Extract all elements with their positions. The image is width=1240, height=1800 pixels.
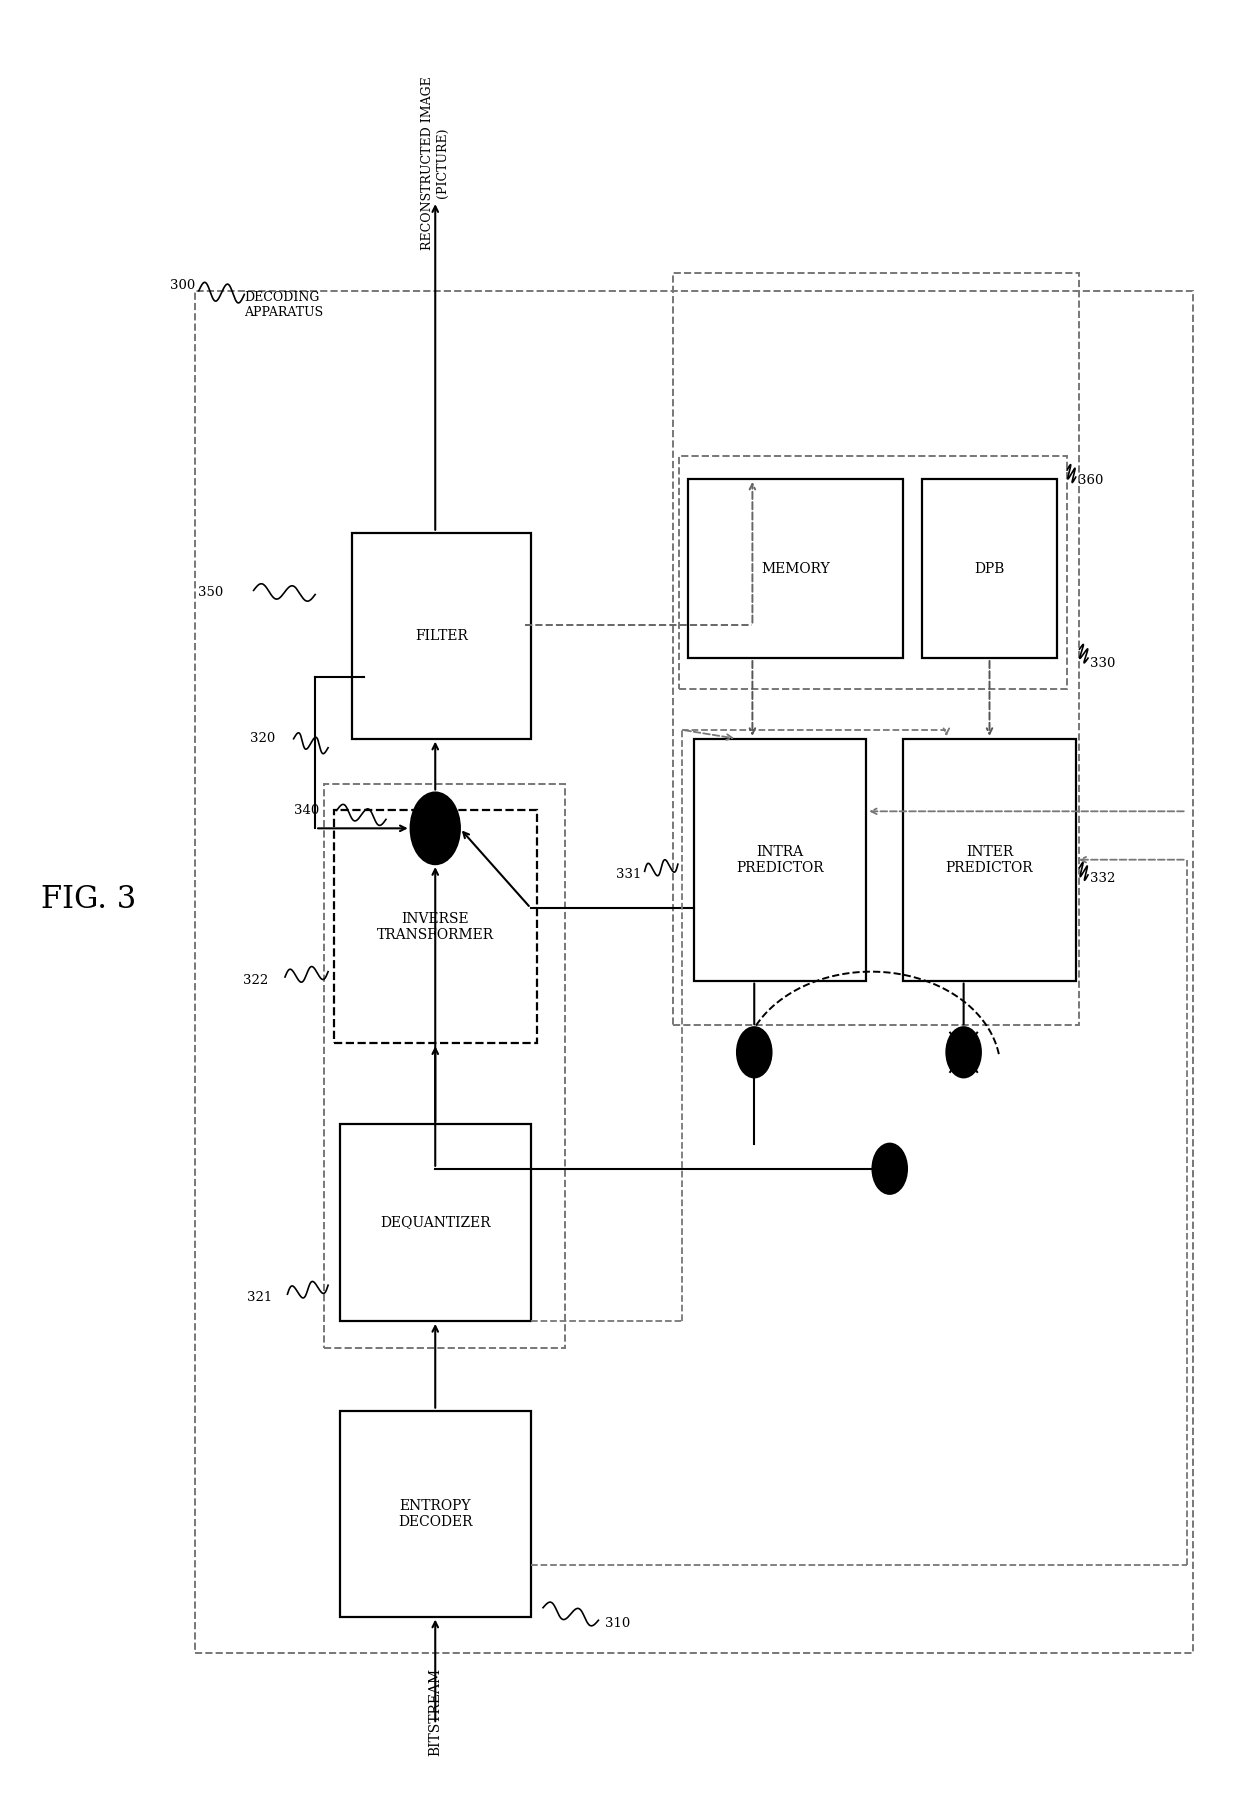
Circle shape <box>946 1028 981 1078</box>
Bar <box>921 479 1058 659</box>
Bar <box>673 274 1079 1026</box>
Text: DEQUANTIZER: DEQUANTIZER <box>379 1215 491 1229</box>
Bar <box>694 738 867 981</box>
Text: 340: 340 <box>294 805 319 817</box>
Text: MEMORY: MEMORY <box>761 562 830 576</box>
Bar <box>688 479 903 659</box>
Text: ENTROPY
DECODER: ENTROPY DECODER <box>398 1499 472 1528</box>
Bar <box>334 810 537 1044</box>
Text: INVERSE
TRANSFORMER: INVERSE TRANSFORMER <box>377 913 494 941</box>
Bar <box>325 783 564 1348</box>
Bar <box>340 1123 531 1321</box>
Bar <box>903 738 1076 981</box>
Text: 320: 320 <box>250 733 275 745</box>
Text: INTRA
PREDICTOR: INTRA PREDICTOR <box>737 844 823 875</box>
Circle shape <box>410 792 460 864</box>
Text: 332: 332 <box>1090 871 1116 886</box>
Text: FIG. 3: FIG. 3 <box>41 884 136 916</box>
Text: 310: 310 <box>605 1618 630 1631</box>
Text: 300: 300 <box>170 279 195 292</box>
Circle shape <box>873 1143 906 1193</box>
Text: 360: 360 <box>1078 473 1104 488</box>
Text: 350: 350 <box>198 587 223 599</box>
Bar <box>195 292 1193 1652</box>
Text: INTER
PREDICTOR: INTER PREDICTOR <box>946 844 1033 875</box>
Text: BITSTREAM: BITSTREAM <box>428 1669 443 1757</box>
Bar <box>340 1411 531 1616</box>
Bar <box>352 533 531 738</box>
Text: +: + <box>428 819 443 837</box>
Text: RECONSTRUCTED IMAGE
(PICTURE): RECONSTRUCTED IMAGE (PICTURE) <box>422 76 449 250</box>
Circle shape <box>737 1028 771 1078</box>
Bar <box>680 455 1068 689</box>
Text: DECODING
APPARATUS: DECODING APPARATUS <box>244 292 324 319</box>
Text: 330: 330 <box>1090 657 1116 670</box>
Text: 322: 322 <box>243 974 268 986</box>
Text: 331: 331 <box>615 868 641 882</box>
Text: FILTER: FILTER <box>415 628 467 643</box>
Text: 321: 321 <box>247 1291 272 1305</box>
Text: DPB: DPB <box>975 562 1004 576</box>
